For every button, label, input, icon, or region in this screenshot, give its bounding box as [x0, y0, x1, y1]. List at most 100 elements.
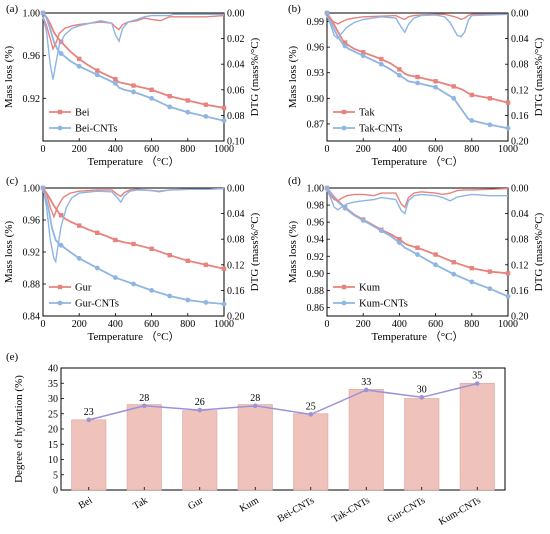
x-axis-title: Temperature （°C）	[88, 155, 180, 168]
data-label: 30	[417, 384, 427, 395]
series-marker	[185, 258, 190, 263]
series-marker	[505, 125, 511, 131]
series-line	[326, 187, 509, 209]
series-marker	[361, 50, 366, 55]
series-marker	[149, 95, 155, 101]
legend-swatch-marker	[341, 109, 347, 115]
legend-label: Bei	[75, 108, 90, 119]
y-axis-title: Mass loss (%)	[287, 221, 299, 284]
series-marker	[469, 118, 475, 123]
series-marker	[342, 205, 348, 211]
series-marker	[487, 269, 493, 274]
category-label: Gur	[186, 495, 206, 513]
trend-line	[88, 382, 478, 421]
trend-point	[419, 394, 425, 400]
series-marker	[131, 89, 136, 95]
y-tick-label: 1.00	[23, 184, 41, 195]
trend-point	[252, 403, 258, 409]
y-axis-title: Mass loss (%)	[3, 221, 15, 284]
series-marker	[378, 61, 384, 67]
series-marker	[342, 40, 348, 45]
series-marker	[113, 81, 118, 86]
trend-point	[363, 387, 369, 393]
series-marker	[451, 260, 456, 265]
y2-tick-label: 0.00	[227, 184, 245, 195]
y2-axis-title: DTG (mass%/°C)	[533, 212, 545, 291]
series-marker	[58, 213, 64, 218]
data-label: 23	[84, 407, 94, 418]
panel-label: (c)	[6, 175, 19, 187]
panel-label: (a)	[6, 3, 19, 15]
x-tick-label: 600	[428, 319, 443, 330]
series-marker	[77, 56, 82, 62]
y-tick-label: 0.86	[307, 303, 325, 314]
bar	[348, 389, 384, 491]
legend-swatch-marker	[341, 300, 347, 306]
series-marker	[415, 80, 420, 86]
series-marker	[324, 185, 330, 191]
x-tick-label: 600	[428, 144, 443, 155]
series-marker	[469, 279, 475, 285]
category-label: Tak-CNTs	[330, 495, 371, 525]
y2-tick-label: 0.16	[511, 111, 529, 122]
trend-point	[308, 412, 314, 417]
series-marker	[451, 84, 456, 89]
series-marker	[131, 241, 136, 247]
y2-tick-label: 0.04	[511, 209, 529, 220]
y2-tick-label: 0.04	[227, 60, 245, 71]
y2-axis-title: DTG (mass%/°C)	[249, 212, 261, 291]
series-marker	[451, 271, 457, 277]
series-line	[42, 187, 225, 270]
series-marker	[221, 118, 227, 124]
series-marker	[76, 256, 82, 261]
series-marker	[40, 10, 46, 16]
legend-label: Kum	[359, 283, 380, 294]
y2-axis-title: DTG (mass%/°C)	[249, 37, 261, 116]
x-tick-label: 1000	[498, 319, 518, 330]
panel-d-tga-dtg-chart: (d) 0 200 400 600 800 1000 0.86 0.88 0.90 0.92 0.94…	[287, 175, 545, 343]
y-axis-title: Mass loss (%)	[287, 46, 299, 109]
x-tick-label: 800	[464, 144, 479, 155]
series-marker	[221, 105, 227, 111]
y-tick-label: 0.98	[307, 201, 325, 212]
series-line	[326, 13, 509, 40]
series-marker	[397, 72, 402, 78]
series-marker	[221, 266, 227, 271]
y-tick-label: 5	[53, 470, 58, 481]
x-tick-label: 1000	[498, 144, 518, 155]
panel-c-tga-dtg-chart: (c) 0 200 400 600 800 1000 0.84 0.88 0.92 0.96 1.00…	[3, 175, 261, 343]
y2-axis-title: DTG (mass%/°C)	[533, 37, 545, 116]
data-label: 28	[250, 393, 260, 404]
series-marker	[94, 265, 100, 271]
legend-label: Kum-CNTs	[359, 299, 408, 310]
series-marker	[379, 56, 384, 62]
trend-point	[141, 403, 147, 409]
legend-swatch-marker	[57, 300, 63, 306]
y-tick-label: 0.90	[307, 269, 325, 280]
series-marker	[77, 223, 82, 228]
legend-swatch-marker	[57, 109, 63, 115]
series-marker	[487, 286, 493, 292]
series-marker	[505, 100, 511, 105]
category-label: Gur-CNTs	[385, 495, 427, 526]
series-marker	[203, 262, 209, 267]
series-line	[326, 12, 509, 104]
legend-label: Gur	[75, 283, 92, 294]
x-axis-title: Temperature （°C）	[372, 330, 464, 343]
x-tick-label: 600	[144, 144, 159, 155]
data-label: 25	[306, 401, 316, 412]
category-label: Kum-CNTs	[437, 495, 483, 528]
y2-tick-label: 0.12	[511, 85, 529, 96]
y-tick-label: 0.99	[307, 17, 325, 28]
series-marker	[433, 84, 438, 90]
series-marker	[113, 76, 118, 82]
data-label: 35	[472, 371, 482, 382]
y2-tick-label: 0.12	[227, 260, 245, 271]
legend-label: Tak	[359, 108, 375, 119]
legend-label: Gur-CNTs	[75, 299, 119, 310]
data-label: 28	[139, 393, 149, 404]
bar	[71, 419, 107, 491]
series-line	[42, 12, 225, 122]
x-tick-label: 1000	[214, 144, 234, 155]
